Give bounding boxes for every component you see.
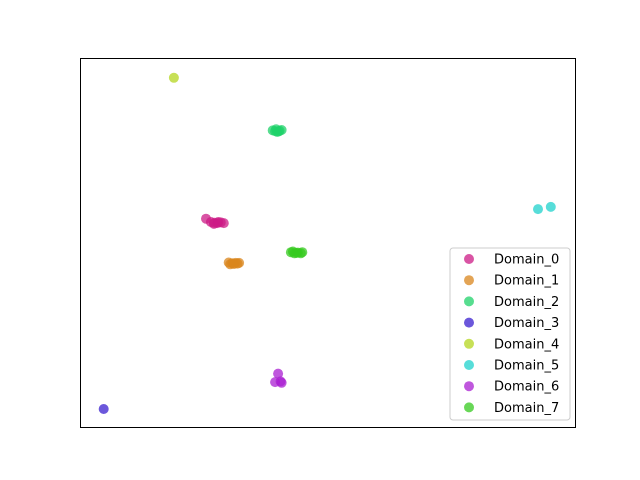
legend-marker-domain-6 bbox=[464, 381, 474, 392]
point-domain-7-6 bbox=[297, 247, 308, 258]
point-domain-2-6 bbox=[270, 126, 281, 137]
legend-marker-domain-7 bbox=[464, 402, 474, 413]
legend-label-domain-3: Domain_3 bbox=[494, 316, 559, 331]
point-domain-5-0 bbox=[533, 204, 543, 215]
point-domain-6-3 bbox=[275, 376, 286, 387]
point-domain-4-0 bbox=[168, 72, 179, 83]
legend-label-domain-7: Domain_7 bbox=[494, 401, 559, 416]
legend-marker-domain-2 bbox=[464, 296, 474, 307]
legend-label-domain-1: Domain_1 bbox=[494, 274, 559, 289]
point-domain-0-7 bbox=[213, 217, 224, 227]
point-domain-1-6 bbox=[232, 258, 243, 269]
point-domain-3-0 bbox=[98, 404, 109, 414]
legend-label-domain-2: Domain_2 bbox=[494, 295, 559, 310]
legend-label-domain-6: Domain_6 bbox=[494, 380, 559, 395]
legend: Domain_0 Domain_1 Domain_2 Domain_3 Domain_4… bbox=[449, 247, 571, 421]
legend-marker-domain-5 bbox=[464, 360, 474, 370]
legend-marker-domain-4 bbox=[464, 338, 474, 349]
legend-marker-domain-1 bbox=[464, 275, 474, 286]
legend-label-domain-0: Domain_0 bbox=[494, 253, 559, 268]
legend-label-domain-5: Domain_5 bbox=[494, 359, 559, 374]
point-domain-5-1 bbox=[545, 201, 556, 212]
legend-label-domain-4: Domain_4 bbox=[494, 337, 559, 352]
plot-frame bbox=[80, 58, 576, 428]
points-layer bbox=[98, 72, 556, 414]
point-domain-6-0 bbox=[273, 368, 284, 379]
legend-box bbox=[449, 247, 571, 421]
legend-marker-domain-3 bbox=[464, 317, 474, 328]
legend-marker-domain-0 bbox=[464, 254, 474, 264]
